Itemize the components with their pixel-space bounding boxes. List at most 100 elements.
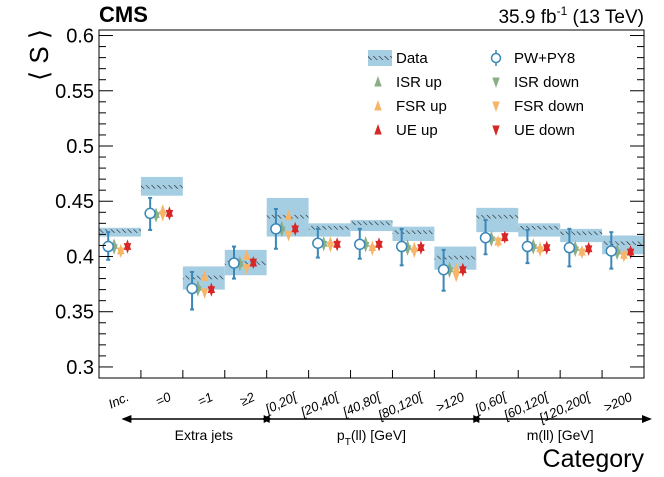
legend-label-data: Data — [396, 50, 428, 67]
marker-fsr-down-3 — [242, 264, 251, 275]
x-tick-label-1: =0 — [153, 389, 173, 409]
marker-ue-down-6 — [375, 240, 383, 252]
legend-marker-ue-up — [374, 124, 382, 135]
legend-data-line — [368, 56, 392, 60]
legend-label-ue-up: UE up — [396, 122, 438, 139]
luminosity-value: 35.9 fb — [498, 7, 556, 28]
legend-label-fsr-down: FSR down — [514, 98, 584, 115]
plot-frame — [98, 29, 645, 379]
y-tick-label-3: 0.45 — [55, 191, 94, 213]
group-label-1: pT(ll) [GeV] — [337, 427, 406, 448]
data-line-1 — [140, 185, 183, 189]
marker-pw-py8-0 — [102, 240, 114, 253]
data-line-7 — [392, 230, 435, 234]
y-tick-label-4: 0.5 — [66, 136, 94, 158]
marker-ue-down-8 — [459, 266, 467, 277]
x-tick-label-3: ≥2 — [238, 389, 258, 409]
marker-fsr-down-9 — [494, 237, 502, 249]
experiment-label: CMS — [99, 2, 148, 27]
group-label-0: Extra jets — [175, 427, 233, 443]
marker-ue-down-3 — [249, 258, 257, 270]
legend-label-fsr-up: FSR up — [396, 98, 447, 115]
data-band-10 — [518, 223, 561, 237]
marker-ue-down-1 — [165, 209, 174, 221]
luminosity-label: 35.9 fb-1 (13 TeV) — [498, 4, 644, 28]
marker-pw-py8-10 — [521, 240, 534, 253]
group-arrow-right — [642, 415, 652, 423]
x-tick-label-12: >200 — [601, 389, 635, 415]
marker-fsr-down-12 — [620, 251, 628, 263]
marker-fsr-down-10 — [536, 246, 544, 257]
data-line-5 — [308, 225, 351, 230]
marker-pw-py8-12 — [605, 245, 618, 257]
y-tick-label-2: 0.4 — [66, 246, 94, 268]
x-tick-label-6: [40,80[ — [339, 389, 384, 420]
marker-fsr-down-1 — [159, 211, 167, 222]
marker-fsr-down-5 — [326, 242, 335, 253]
data-band-6 — [350, 220, 393, 232]
marker-ue-down-10 — [543, 244, 551, 255]
legend: Data ISR up FSR up UE up PW+PY8 ISR down FSR d… — [368, 50, 584, 139]
y-tick-label-5: 0.55 — [55, 81, 94, 103]
marker-pw-py8-11 — [563, 241, 576, 254]
marker-ue-down-4 — [291, 225, 299, 236]
marker-ue-down-11 — [584, 245, 593, 256]
data-line-3 — [224, 261, 267, 265]
data-band-5 — [308, 223, 351, 237]
legend-label-pw-py8: PW+PY8 — [514, 50, 575, 67]
y-tick-label-6: 0.6 — [66, 26, 94, 48]
marker-fsr-down-0 — [117, 247, 125, 259]
group-sep-arrow-b-0 — [261, 415, 270, 423]
data-line-9 — [476, 214, 519, 219]
group-sep-arrow-b-1 — [471, 415, 480, 423]
x-tick-label-0: Inc. — [106, 389, 131, 411]
legend-marker-ue-down — [492, 125, 500, 136]
legend-pw-py8-marker — [490, 52, 502, 64]
group-arrow-left — [121, 415, 132, 423]
marker-fsr-down-7 — [410, 247, 418, 259]
x-tick-label-7: [80,120[ — [375, 389, 426, 423]
marker-ue-down-7 — [417, 244, 425, 255]
x-tick-label-4: [0,20[ — [262, 389, 300, 417]
marker-fsr-up-3 — [242, 249, 251, 260]
marker-ue-down-2 — [207, 286, 216, 297]
marker-pw-py8-3 — [228, 257, 240, 269]
marker-pw-py8-9 — [479, 231, 492, 244]
legend-marker-fsr-down — [492, 101, 500, 112]
marker-pw-py8-2 — [186, 282, 198, 295]
marker-fsr-down-4 — [284, 230, 293, 242]
marker-ue-down-5 — [333, 240, 341, 252]
x-tick-label-8: >120 — [434, 389, 468, 415]
data-line-11 — [560, 231, 603, 236]
group-label-2: m(ll) [GeV] — [527, 427, 594, 443]
category-groups: Extra jets pT(ll) [GeV] m(ll) [GeV] — [121, 415, 652, 448]
markers — [102, 196, 635, 311]
marker-fsr-down-2 — [200, 288, 209, 299]
x-tick-label-5: [20,40[ — [298, 389, 343, 420]
marker-ue-down-12 — [626, 248, 635, 260]
marker-pw-py8-5 — [312, 237, 324, 249]
data-bands — [99, 176, 644, 290]
legend-label-ue-down: UE down — [514, 122, 575, 139]
luminosity-exponent: -1 — [557, 4, 568, 18]
legend-label-isr-up: ISR up — [396, 74, 442, 91]
y-axis-label: ⟨ S ⟩ — [24, 29, 54, 81]
marker-pw-py8-1 — [144, 207, 156, 220]
marker-fsr-down-11 — [578, 248, 586, 260]
marker-fsr-down-6 — [368, 245, 377, 256]
data-line-12 — [602, 241, 644, 246]
marker-fsr-up-2 — [200, 270, 209, 281]
legend-marker-isr-down — [492, 77, 500, 88]
legend-marker-isr-up — [374, 76, 382, 87]
marker-pw-py8-6 — [354, 238, 366, 251]
marker-fsr-down-8 — [452, 271, 460, 283]
legend-marker-fsr-up — [374, 100, 382, 111]
y-tick-label-1: 0.35 — [55, 302, 94, 324]
x-tick-label-2: =1 — [195, 389, 215, 409]
marker-ue-down-9 — [501, 233, 509, 244]
data-band-9 — [476, 207, 519, 233]
marker-pw-py8-7 — [395, 240, 408, 253]
marker-pw-py8-8 — [437, 263, 450, 276]
y-tick-label-0: 0.3 — [66, 357, 94, 379]
